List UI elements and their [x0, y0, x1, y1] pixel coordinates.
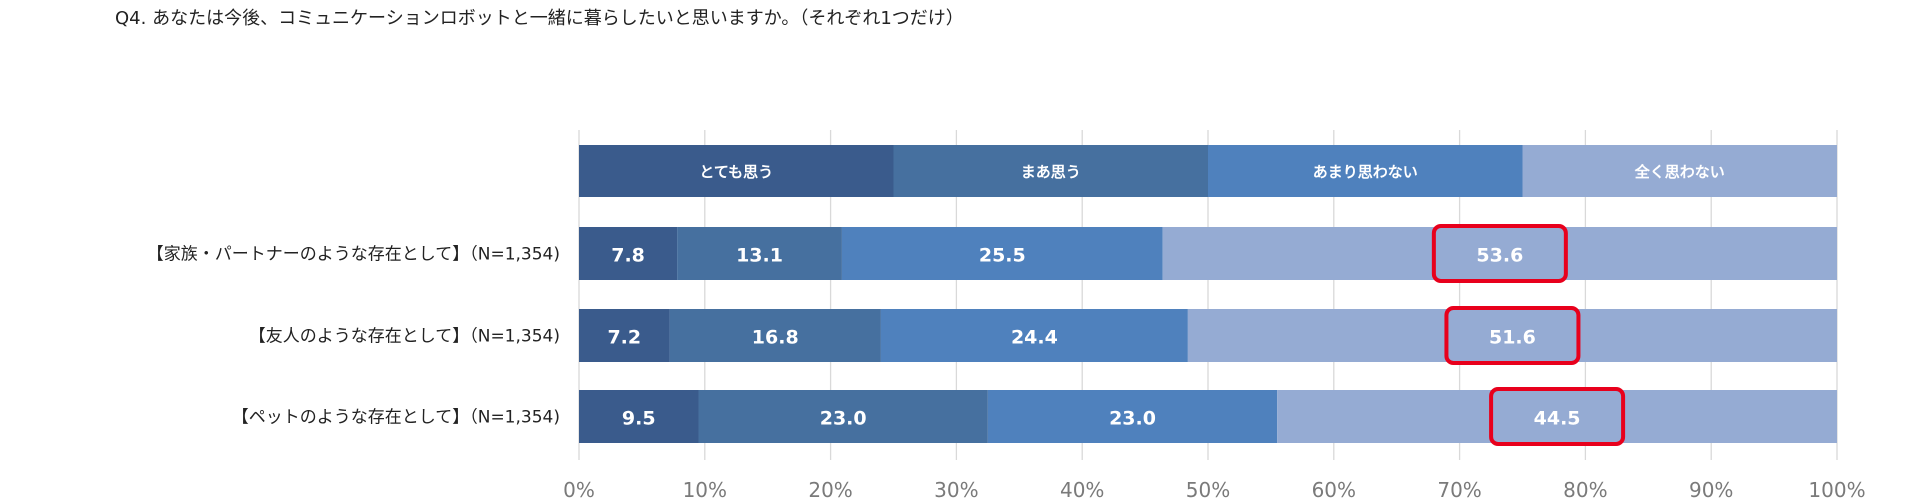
- data-label: 9.5: [622, 408, 656, 430]
- bar-segment: [579, 390, 699, 443]
- data-label: 24.4: [1011, 327, 1058, 349]
- bar-segment: [1277, 390, 1837, 443]
- data-label: 16.8: [752, 327, 799, 349]
- data-label: 7.2: [607, 327, 641, 349]
- x-tick-label: 10%: [683, 478, 727, 502]
- bar-segment: [880, 309, 1188, 362]
- bars: 7.8 13.1 25.5 53.6 7.2 16.8 24.4 51.6 9.5 23.0 23.…: [579, 224, 1837, 446]
- bar-segment: [1162, 227, 1837, 280]
- x-tick-label: 30%: [934, 478, 978, 502]
- legend-label: まあ思う: [1021, 163, 1081, 181]
- x-tick-label: 90%: [1689, 478, 1733, 502]
- data-label: 23.0: [820, 408, 867, 430]
- bar-segment: [841, 227, 1163, 280]
- x-tick-label: 20%: [808, 478, 852, 502]
- data-label: 51.6: [1489, 327, 1536, 349]
- legend-label: 全く思わない: [1634, 163, 1725, 181]
- legend-label: あまり思わない: [1313, 163, 1418, 181]
- highlight-box: [1489, 387, 1626, 446]
- legend-swatch: [579, 145, 894, 197]
- x-tick-label: 50%: [1186, 478, 1230, 502]
- bar-segment: [698, 390, 988, 443]
- highlight-box: [1444, 306, 1581, 365]
- data-label: 7.8: [611, 245, 645, 267]
- bar-segment: [1187, 309, 1837, 362]
- x-tick-label: 70%: [1437, 478, 1481, 502]
- category-label: 【ペットのような存在として】（N=1,354): [232, 408, 560, 428]
- legend-label: とても思う: [699, 163, 773, 181]
- legend-swatch: [893, 145, 1208, 197]
- legend-swatch: [1208, 145, 1523, 197]
- x-tick-label: 60%: [1312, 478, 1356, 502]
- x-axis-ticks: 0% 10% 20% 30% 40% 50% 60% 70% 80% 90% 100%: [563, 478, 1865, 502]
- category-labels: 【家族・パートナーのような存在として】（N=1,354) 【友人のような存在として…: [147, 245, 560, 428]
- bar-segment: [677, 227, 842, 280]
- data-label: 53.6: [1476, 245, 1523, 267]
- bar-segment: [669, 309, 881, 362]
- legend-swatch: [1522, 145, 1837, 197]
- data-label: 44.5: [1534, 408, 1581, 430]
- x-tick-label: 100%: [1808, 478, 1865, 502]
- bar-segment: [987, 390, 1278, 443]
- bar-segment: [579, 309, 670, 362]
- highlight-box: [1431, 224, 1568, 283]
- data-label: 13.1: [736, 245, 783, 267]
- x-tick-label: 80%: [1563, 478, 1607, 502]
- data-label: 25.5: [979, 245, 1026, 267]
- bar-segment: [579, 227, 678, 280]
- data-label: 23.0: [1109, 408, 1156, 430]
- category-label: 【家族・パートナーのような存在として】（N=1,354): [147, 245, 560, 265]
- question-title: Q4. あなたは今後、コミュニケーションロボットと一緒に暮らしたいと思いますか。…: [115, 8, 964, 29]
- legend: とても思う まあ思う あまり思わない 全く思わない: [579, 145, 1837, 197]
- category-label: 【友人のような存在として】（N=1,354): [249, 327, 560, 347]
- x-tick-label: 0%: [563, 478, 595, 502]
- x-tick-label: 40%: [1060, 478, 1104, 502]
